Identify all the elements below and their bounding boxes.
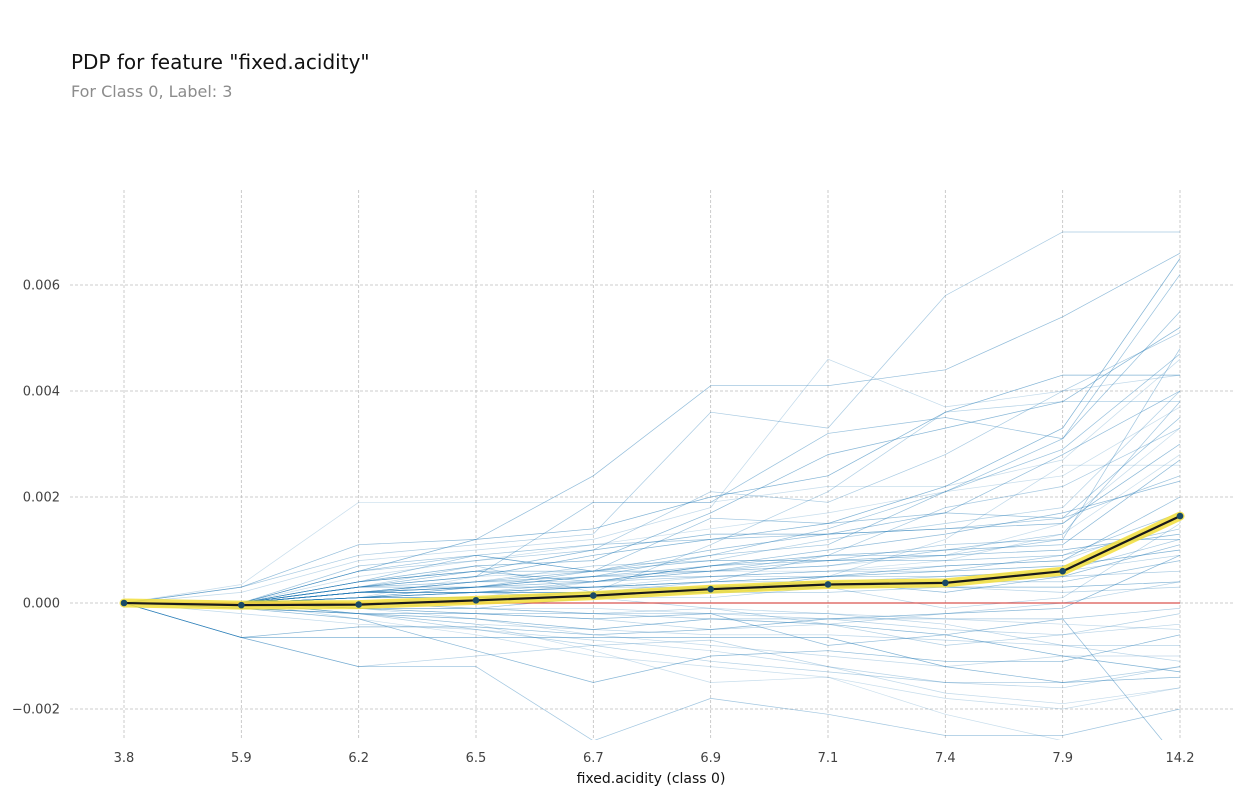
ice-line — [123, 358, 1181, 604]
pdp-line — [123, 515, 1181, 607]
ice-line — [124, 417, 1181, 604]
ice-line — [124, 454, 1181, 604]
ice-line — [124, 602, 1180, 667]
pdp-point — [824, 581, 832, 588]
x-tick-label: 5.9 — [231, 751, 252, 766]
pdp-point — [1059, 567, 1066, 575]
ice-line — [124, 406, 1181, 604]
y-tick-label: 0.002 — [23, 491, 60, 506]
x-tick-label: 7.9 — [1052, 751, 1073, 766]
ice-line — [124, 443, 1181, 604]
ice-line — [123, 602, 1181, 689]
y-tick-label: 0.000 — [23, 597, 60, 612]
x-tick-label: 3.8 — [114, 751, 135, 766]
ice-line — [124, 353, 1181, 604]
y-tick-label: 0.006 — [23, 279, 60, 294]
ice-line — [124, 602, 1061, 740]
ice-line — [124, 374, 1180, 604]
ice-line — [123, 602, 1181, 740]
ice-line — [123, 602, 1181, 705]
pdp-point — [472, 597, 480, 604]
x-tick-label: 6.7 — [583, 751, 604, 766]
chart-title: PDP for feature "fixed.acidity" — [71, 50, 370, 74]
ice-line — [123, 554, 1181, 638]
x-tick-label: 6.5 — [466, 751, 487, 766]
x-tick-label: 7.4 — [935, 751, 956, 766]
ice-line — [123, 358, 1181, 604]
pdp-point — [590, 592, 597, 599]
x-tick-label: 14.2 — [1166, 751, 1195, 766]
pdp-point — [238, 601, 245, 609]
ice-line — [123, 602, 1181, 683]
ice-line — [123, 252, 1181, 604]
pdp-point — [355, 601, 362, 608]
ice-line — [123, 602, 1181, 683]
x-axis-label: fixed.acidity (class 0) — [577, 771, 726, 787]
pdp-point — [707, 585, 714, 593]
ice-line — [123, 231, 1180, 604]
ice-line — [124, 348, 1181, 604]
grid — [70, 190, 1233, 740]
pdp-point — [942, 579, 949, 587]
pdp-point — [120, 599, 128, 607]
y-tick-label: −0.002 — [12, 703, 60, 718]
ice-line — [124, 533, 1181, 604]
y-tick-label: 0.004 — [23, 385, 60, 400]
ice-line — [124, 274, 1181, 604]
ice-line — [124, 602, 1181, 710]
ice-line — [123, 602, 1181, 673]
x-tick-label: 7.1 — [818, 751, 839, 766]
ice-line — [124, 327, 1181, 604]
pdp-point — [1176, 512, 1184, 520]
x-tick-label: 6.2 — [348, 751, 369, 766]
x-tick-label: 6.9 — [700, 751, 721, 766]
chart-subtitle: For Class 0, Label: 3 — [71, 82, 233, 101]
